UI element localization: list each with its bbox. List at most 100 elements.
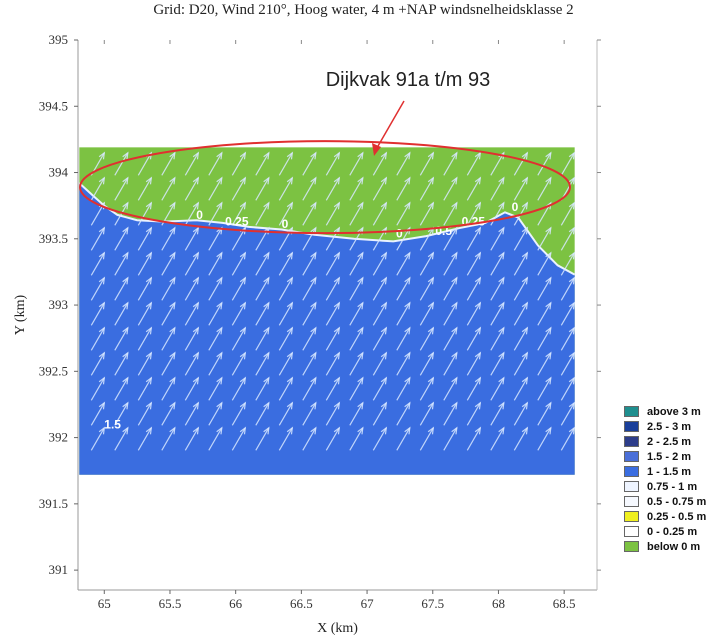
wind-arrow-head (263, 401, 270, 410)
wind-arrow-head (169, 401, 176, 410)
wind-arrow-head (239, 176, 247, 185)
wind-arrow-head (216, 151, 223, 160)
wind-arrow-head (192, 226, 200, 235)
wind-arrow (302, 302, 317, 326)
wind-arrow (90, 177, 105, 201)
wind-arrow (90, 402, 105, 426)
wind-arrow (184, 377, 199, 401)
wind-arrow (161, 177, 176, 201)
wind-arrow (419, 427, 434, 451)
wind-arrow (490, 377, 505, 401)
wind-arrow (443, 302, 458, 326)
wind-arrow-head (263, 426, 270, 435)
wind-arrow-head (169, 251, 176, 260)
wind-arrow (208, 177, 223, 201)
wind-arrow (137, 427, 152, 451)
wind-arrow (396, 252, 411, 276)
wind-arrow (114, 327, 129, 351)
wind-arrow-head (498, 351, 505, 360)
wind-arrow-head (404, 151, 411, 160)
wind-arrow-head (474, 376, 482, 385)
wind-arrow (349, 302, 364, 326)
wind-arrow-head (169, 426, 176, 435)
wind-arrow-head (333, 151, 341, 160)
wind-arrow-head (568, 176, 576, 185)
wind-arrow (466, 302, 481, 326)
wind-arrow-head (568, 276, 576, 285)
wind-arrow (443, 402, 458, 426)
wind-arrow (137, 252, 152, 276)
wind-arrow-head (498, 426, 505, 435)
wind-arrow (372, 377, 387, 401)
wind-arrow-head (145, 251, 153, 260)
wind-arrow-head (216, 376, 223, 385)
wind-arrow (302, 277, 317, 301)
annotation-arrow (373, 100, 405, 154)
wind-arrow-head (122, 151, 129, 160)
wind-arrow (490, 152, 505, 176)
wind-arrow (560, 227, 575, 251)
wind-arrow (513, 227, 528, 251)
legend-swatch (624, 541, 639, 552)
wind-arrow-head (521, 151, 529, 160)
wind-arrow-head (404, 276, 411, 285)
legend-label: 0.25 - 0.5 m (647, 510, 707, 523)
wind-arrow (396, 402, 411, 426)
wind-arrow-head (427, 326, 435, 335)
wind-arrow (349, 202, 364, 226)
wind-arrow-head (192, 251, 200, 260)
wind-arrow (137, 352, 152, 376)
wind-arrow-head (169, 351, 176, 360)
wind-arrow-head (122, 401, 129, 410)
legend-item: 2 - 2.5 m (624, 434, 706, 449)
wind-arrow (560, 277, 575, 301)
wind-arrow-head (263, 251, 270, 260)
wind-arrow (396, 202, 411, 226)
wind-arrow (513, 427, 528, 451)
wind-arrow (137, 377, 152, 401)
wind-arrow-head (568, 251, 576, 260)
wind-arrow-head (521, 226, 529, 235)
legend-item: 0 - 0.25 m (624, 524, 706, 539)
wind-arrow-head (474, 351, 482, 360)
legend-label: 2 - 2.5 m (647, 435, 692, 448)
wind-arrow-head (451, 401, 458, 410)
wind-arrow-head (451, 201, 458, 210)
wind-arrow-head (545, 351, 552, 360)
wind-arrow (325, 227, 340, 251)
wind-arrow-head (427, 301, 435, 310)
y-axis-label: Y (km) (13, 295, 28, 336)
x-tick-label: 68.5 (553, 596, 576, 611)
wind-arrow-head (498, 251, 505, 260)
wind-arrow-head (286, 426, 294, 435)
wind-arrow (560, 327, 575, 351)
wind-arrow (302, 152, 317, 176)
wind-arrow (372, 177, 387, 201)
wind-arrow (490, 327, 505, 351)
wind-arrow-head (216, 326, 223, 335)
wind-arrow-head (310, 176, 317, 185)
wind-arrow-head (145, 301, 153, 310)
wind-arrow (255, 152, 270, 176)
wind-arrow (231, 427, 246, 451)
wind-arrow (325, 277, 340, 301)
wind-arrow (372, 352, 387, 376)
wind-arrow (114, 252, 129, 276)
y-tick-label: 394 (49, 165, 69, 180)
wind-arrow-head (451, 226, 458, 235)
wind-arrow (137, 277, 152, 301)
wind-arrow (419, 402, 434, 426)
wind-arrow (466, 427, 481, 451)
wind-arrow (349, 227, 364, 251)
wind-arrow (466, 377, 481, 401)
wind-arrow (419, 202, 434, 226)
wind-arrow (278, 202, 293, 226)
wind-arrow (184, 152, 199, 176)
wind-arrow (255, 277, 270, 301)
wind-arrow (537, 402, 552, 426)
wind-arrow-head (239, 276, 247, 285)
wind-arrow (443, 252, 458, 276)
wind-arrow (513, 302, 528, 326)
wind-arrow (231, 402, 246, 426)
wind-arrow (137, 302, 152, 326)
